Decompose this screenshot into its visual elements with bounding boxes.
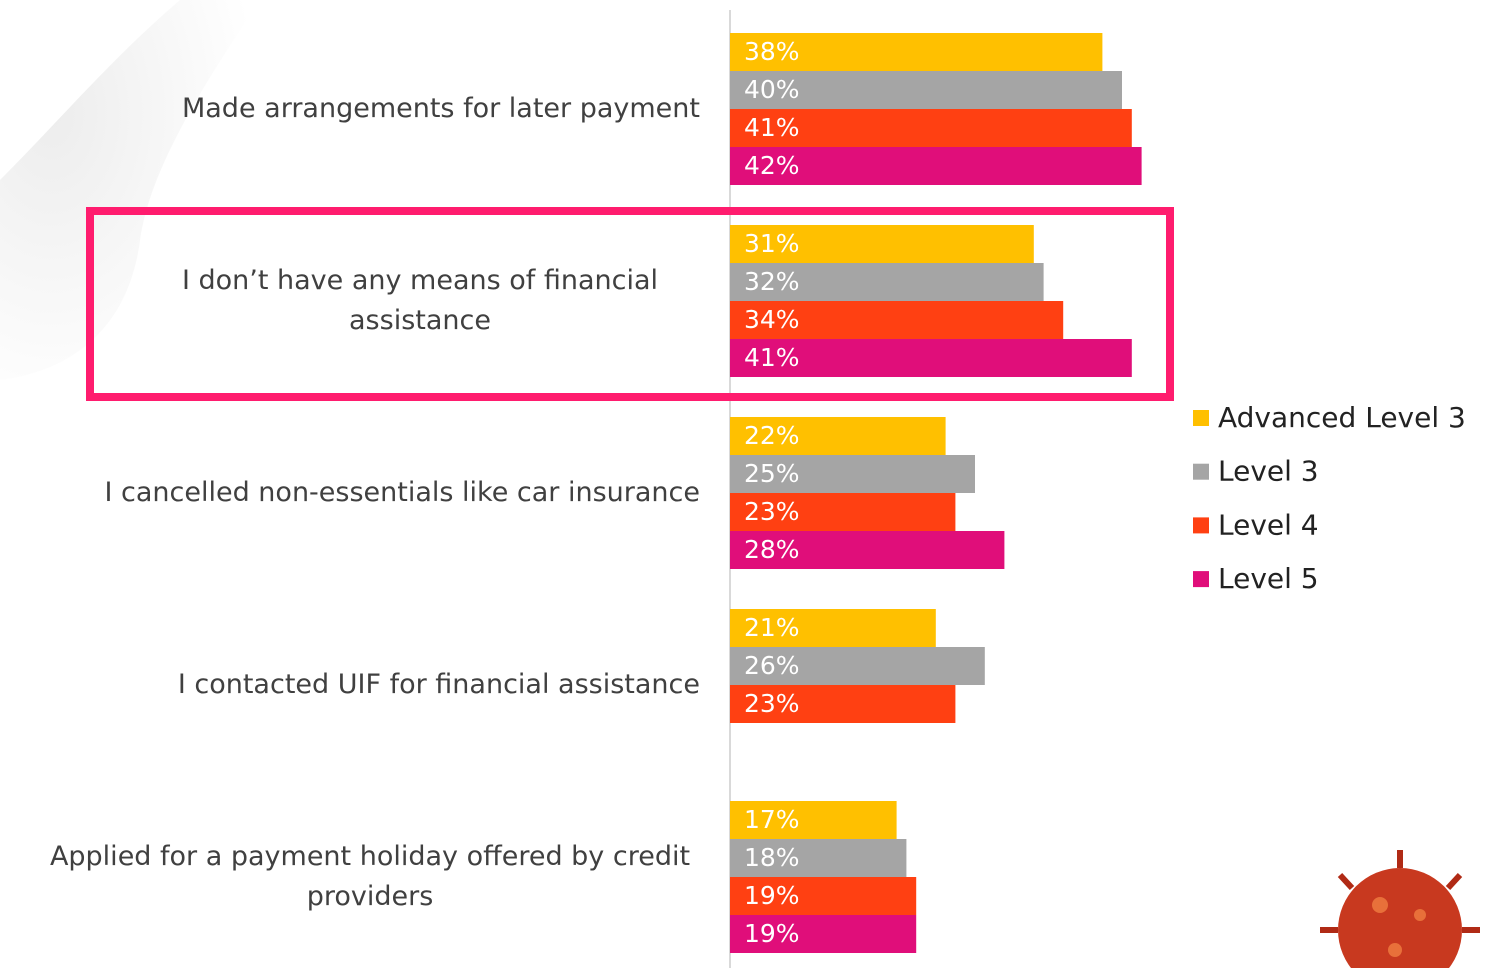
value-label: 41% [744, 113, 800, 142]
value-label: 22% [744, 421, 800, 450]
bar [730, 339, 1132, 377]
bar [730, 877, 917, 915]
legend-label: Level 3 [1218, 455, 1319, 488]
bar [730, 685, 956, 723]
value-label: 25% [744, 459, 800, 488]
bar [730, 147, 1142, 185]
bar [730, 33, 1103, 71]
value-label: 38% [744, 37, 800, 66]
category-label: Made arrangements for later payment [181, 93, 700, 124]
value-label: 32% [744, 267, 800, 296]
value-label: 42% [744, 151, 800, 180]
legend-label: Level 5 [1218, 562, 1319, 595]
bar [730, 225, 1034, 263]
value-label: 23% [744, 497, 800, 526]
highlight-box [86, 207, 1174, 401]
bar [730, 609, 936, 647]
value-label: 21% [744, 613, 800, 642]
bar [730, 531, 1005, 569]
bar [730, 71, 1122, 109]
legend-swatch [1193, 517, 1209, 534]
value-label: 31% [744, 229, 800, 258]
bar [730, 915, 917, 953]
bar [730, 417, 946, 455]
bar [730, 455, 975, 493]
bar [730, 493, 956, 531]
value-label: 28% [744, 535, 800, 564]
value-label: 34% [744, 305, 800, 334]
legend-swatch [1193, 410, 1209, 426]
value-label: 19% [744, 919, 800, 948]
bar [730, 647, 985, 685]
category-label: I cancelled non-essentials like car insu… [104, 477, 700, 508]
value-label: 26% [744, 651, 800, 680]
bar [730, 109, 1132, 147]
legend-swatch [1193, 463, 1209, 480]
bar [730, 301, 1064, 339]
legend-label: Level 4 [1218, 508, 1319, 541]
category-label: I contacted UIF for financial assistance [177, 669, 700, 700]
value-label: 17% [744, 805, 800, 834]
background-hand [0, 0, 260, 380]
virus-icon [1320, 850, 1480, 968]
category-label: Applied for a payment holiday offered by… [49, 841, 691, 912]
value-label: 41% [744, 343, 800, 372]
legend-swatch [1193, 571, 1209, 588]
value-label: 19% [744, 881, 800, 910]
value-label: 18% [744, 843, 800, 872]
value-label: 40% [744, 75, 800, 104]
bar [730, 263, 1044, 301]
category-label: I don’t have any means of financial assi… [181, 265, 659, 336]
bar [730, 839, 907, 877]
bar [730, 801, 897, 839]
value-label: 23% [744, 689, 800, 718]
legend-label: Advanced Level 3 [1218, 401, 1466, 434]
